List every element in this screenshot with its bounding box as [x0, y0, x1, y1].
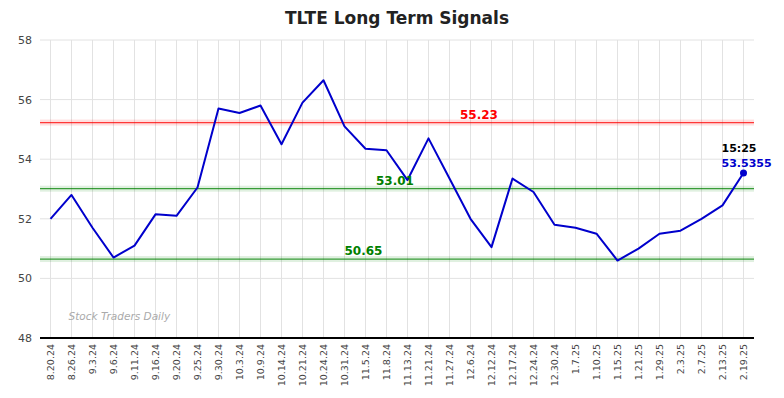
x-tick-label: 8.20.24: [45, 344, 56, 380]
y-grid-line: [40, 159, 754, 160]
reference-line: [40, 122, 754, 123]
y-tick-label: 52: [18, 213, 32, 226]
x-tick-label: 9.30.24: [213, 344, 224, 380]
x-tick-label: 1.7.25: [570, 344, 581, 374]
x-tick-label: 12.12.24: [486, 344, 497, 386]
x-tick-label: 12.17.24: [507, 344, 518, 386]
x-tick-label: 8.26.24: [66, 344, 77, 380]
reference-band: [40, 120, 754, 126]
x-tick-label: 10.24.24: [318, 344, 329, 386]
y-grid-line: [40, 338, 754, 339]
y-grid-line: [40, 278, 754, 279]
x-tick-label: 10.21.24: [297, 344, 308, 386]
y-tick-label: 54: [18, 153, 32, 166]
x-tick-label: 10.9.24: [255, 344, 266, 380]
last-point-label: 15:25: [722, 142, 757, 155]
last-point: [740, 170, 747, 177]
reference-line: [40, 188, 754, 189]
x-tick-label: 11.27.24: [444, 344, 455, 386]
y-tick-label: 56: [18, 94, 32, 107]
x-tick-label: 11.5.24: [360, 344, 371, 380]
x-tick-label: 2.3.25: [675, 344, 686, 374]
plot-area: [40, 80, 754, 262]
reference-label: 50.65: [345, 244, 383, 258]
x-tick-label: 11.21.24: [423, 344, 434, 386]
x-tick-label: 12.30.24: [549, 344, 560, 386]
y-tick-label: 48: [18, 332, 32, 345]
x-tick-label: 9.25.24: [192, 344, 203, 380]
x-tick-label: 1.10.25: [591, 344, 602, 380]
x-tick-label: 9.11.24: [129, 344, 140, 380]
x-tick-label: 9.20.24: [171, 344, 182, 380]
reference-label: 55.23: [460, 108, 498, 122]
x-tick-label: 12.6.24: [465, 344, 476, 380]
x-tick-label: 2.13.25: [717, 344, 728, 380]
reference-band: [40, 256, 754, 262]
x-tick-label: 1.15.25: [612, 344, 623, 380]
x-tick-label: 9.6.24: [108, 344, 119, 374]
x-tick-label: 10.3.24: [234, 344, 245, 380]
x-tick-label: 9.3.24: [87, 344, 98, 374]
price-line: [51, 80, 744, 260]
x-tick-label: 10.31.24: [339, 344, 350, 386]
reference-label: 53.01: [376, 174, 414, 188]
chart: TLTE Long Term Signals 48 50 52 54 56 58 8.20.2…: [0, 0, 784, 398]
last-point-label: 53.5355: [722, 157, 772, 170]
x-tick-label: 2.7.25: [696, 344, 707, 374]
watermark: Stock Traders Daily: [69, 310, 171, 322]
x-tick-label: 1.21.25: [633, 344, 644, 380]
title: TLTE Long Term Signals: [285, 8, 509, 28]
y-grid-line: [40, 99, 754, 100]
y-grid-line: [40, 40, 754, 41]
x-tick-label: 2.19.25: [738, 344, 749, 380]
x-axis-line: [40, 337, 754, 339]
x-tick-label: 10.14.24: [276, 344, 287, 386]
y-grid-line: [40, 218, 754, 219]
grid: [40, 40, 754, 338]
reference-line: [40, 258, 754, 259]
y-tick-label: 50: [18, 272, 32, 285]
y-tick-label: 58: [18, 34, 32, 47]
x-tick-label: 11.13.24: [402, 344, 413, 386]
x-tick-label: 9.16.24: [150, 344, 161, 380]
x-tick-label: 1.29.25: [654, 344, 665, 380]
x-tick-label: 12.24.24: [528, 344, 539, 386]
x-tick-label: 11.8.24: [381, 344, 392, 380]
